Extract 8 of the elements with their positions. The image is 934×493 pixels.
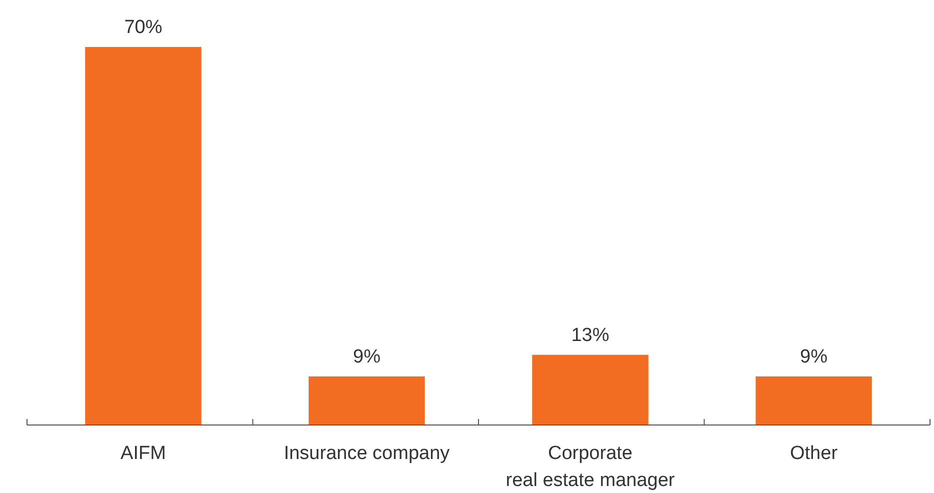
data-label: 9% [353,346,381,368]
data-label: 9% [800,346,828,368]
x-tick-label: Corporate real estate manager [506,443,676,491]
data-label: 70% [124,17,162,38]
x-tick-label: Other [790,443,838,464]
x-tick-label: AIFM [120,443,166,464]
x-tick-label: Insurance company [284,443,450,464]
data-label: 13% [571,324,610,346]
